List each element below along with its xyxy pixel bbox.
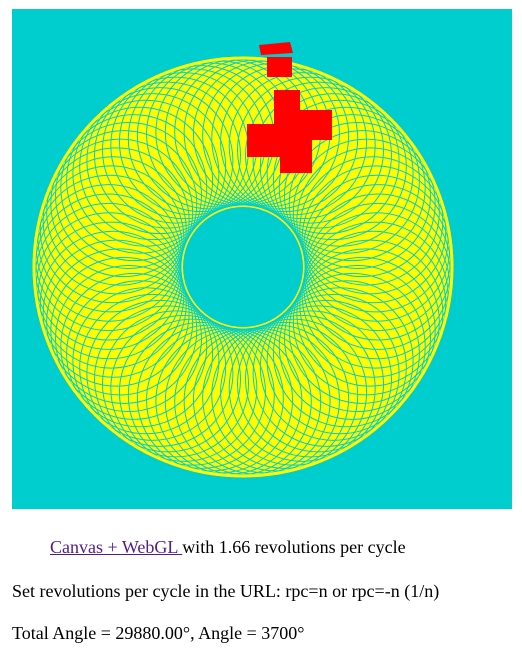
mesh-circle bbox=[39, 230, 187, 378]
mesh-circle bbox=[79, 293, 227, 441]
mesh-circle bbox=[60, 114, 208, 262]
mesh-circle bbox=[46, 248, 194, 396]
mesh-circle bbox=[237, 76, 384, 224]
mesh-circle bbox=[220, 318, 368, 466]
mesh-circle bbox=[127, 321, 275, 469]
mesh-circle bbox=[278, 114, 426, 262]
ring-fill bbox=[33, 57, 453, 477]
mesh-circle bbox=[39, 156, 187, 304]
mesh-circle bbox=[296, 147, 444, 295]
mesh-circle bbox=[202, 324, 350, 472]
canvas-webgl-link[interactable]: Canvas + WebGL bbox=[50, 537, 183, 557]
mesh-circle bbox=[272, 106, 420, 254]
mesh-circle bbox=[228, 314, 376, 462]
mesh-circle bbox=[110, 314, 258, 462]
mesh-circle bbox=[79, 93, 227, 241]
mesh-circle bbox=[37, 165, 185, 313]
mesh-circle bbox=[259, 293, 407, 441]
mesh-circle bbox=[42, 147, 190, 295]
red-flag-marker bbox=[259, 42, 293, 55]
mesh-circle bbox=[252, 87, 400, 235]
mesh-circle bbox=[211, 321, 359, 469]
mesh-circle bbox=[102, 310, 249, 458]
mesh-circle bbox=[266, 99, 414, 247]
mesh-circle bbox=[55, 265, 203, 413]
mesh-circle bbox=[94, 305, 242, 453]
red-cross-marker bbox=[247, 90, 332, 173]
mesh-circle bbox=[301, 221, 449, 369]
revolutions-text: with 1.66 revolutions per cycle bbox=[182, 537, 406, 557]
red-small-patch bbox=[267, 57, 292, 77]
mesh-circle bbox=[299, 230, 447, 378]
mesh-circle bbox=[237, 310, 384, 458]
spirograph-drawing bbox=[12, 9, 512, 509]
mesh-circle bbox=[244, 305, 392, 453]
mesh-circle bbox=[60, 272, 208, 420]
mesh-circle bbox=[86, 87, 234, 235]
instructions-text: Set revolutions per cycle in the URL: rp… bbox=[12, 581, 440, 601]
mesh-circle bbox=[50, 256, 198, 404]
caption-line: Canvas + WebGL with 1.66 revolutions per… bbox=[50, 536, 406, 558]
angle-status: Total Angle = 29880.00°, Angle = 3700° bbox=[12, 623, 305, 643]
red-markers bbox=[247, 42, 332, 173]
mesh-circle bbox=[292, 138, 440, 286]
mesh-circle bbox=[66, 106, 214, 254]
mesh-circle bbox=[288, 130, 436, 278]
mesh-circle bbox=[244, 81, 392, 229]
mesh-circle bbox=[278, 272, 426, 420]
mesh-circle bbox=[299, 156, 447, 304]
mesh-circle bbox=[72, 99, 220, 247]
mesh-circle bbox=[259, 93, 407, 241]
drawing-canvas[interactable] bbox=[12, 9, 512, 509]
mesh-circle bbox=[66, 280, 214, 428]
mesh-circle bbox=[94, 81, 242, 229]
ring-rim bbox=[32, 56, 454, 478]
mesh-circle bbox=[136, 324, 284, 472]
spirograph-ring bbox=[32, 56, 454, 478]
mesh-circle bbox=[228, 72, 376, 220]
mesh-circle bbox=[283, 121, 431, 269]
mesh-circle bbox=[272, 280, 420, 428]
